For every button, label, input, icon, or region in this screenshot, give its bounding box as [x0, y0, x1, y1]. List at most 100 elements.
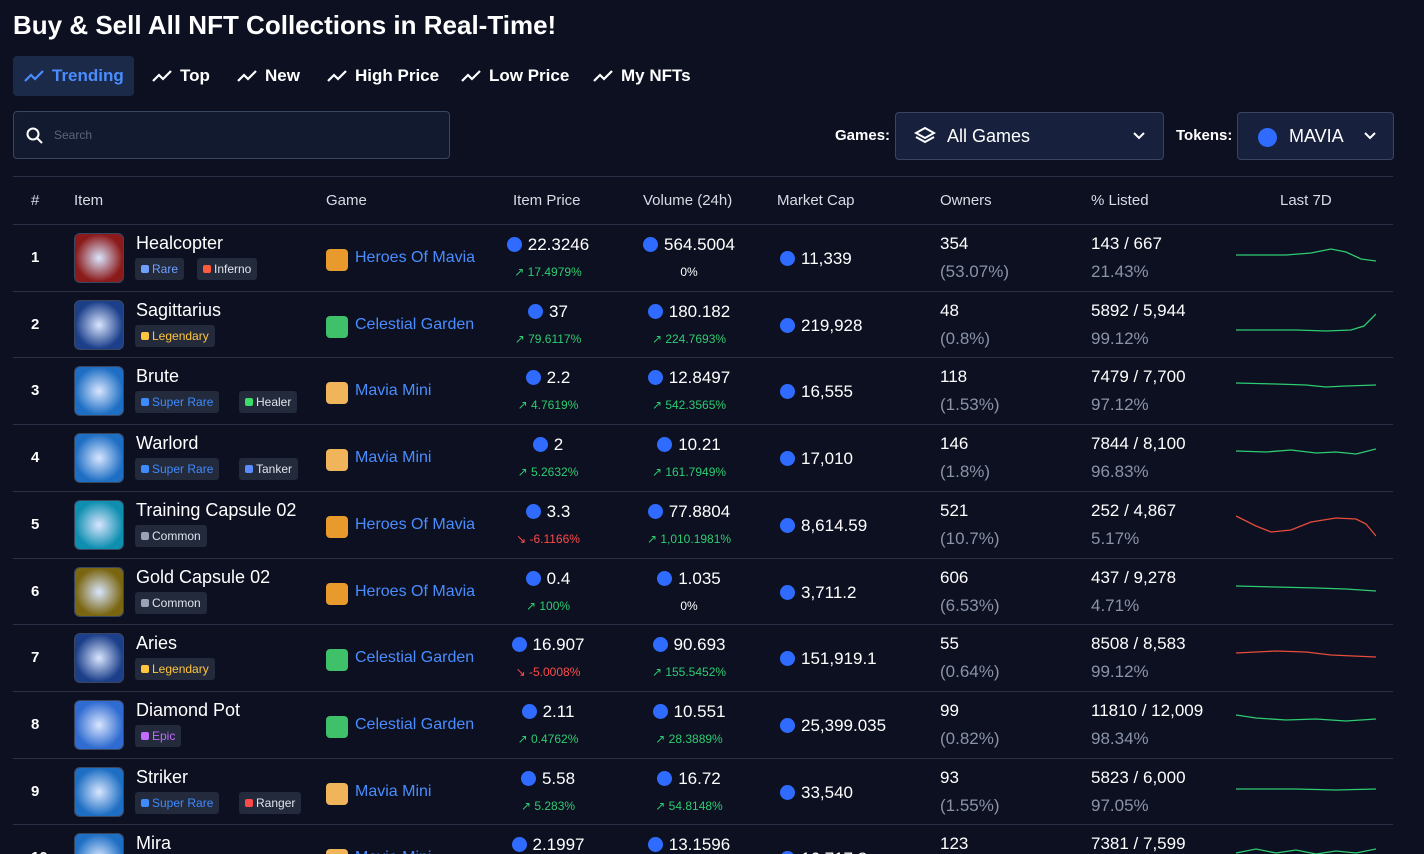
tab[interactable]: New	[226, 56, 310, 96]
market-cap-value: 11,339	[801, 249, 852, 268]
tab[interactable]: High Price	[316, 56, 449, 96]
cell: 22.3246	[448, 235, 648, 255]
cell: ↗ 155.5452%	[651, 665, 727, 680]
table-row[interactable]: 3 Brute Super Rare Healer Mavia Mini 2.2 ↗ 4.7…	[13, 357, 1393, 424]
token-icon	[528, 303, 544, 319]
tag-icon	[141, 331, 149, 340]
item-tag: Legendary	[135, 324, 215, 347]
search-placeholder: Search	[54, 128, 93, 142]
market-cap: 151,919.1	[780, 649, 877, 669]
cell: 90.693	[589, 635, 789, 655]
price-change: 0.4762%	[531, 731, 579, 746]
tab[interactable]: My NFTs	[582, 56, 701, 96]
table-row[interactable]: 1 Healcopter Rare Inferno Heroes Of Mavia 22.…	[13, 224, 1393, 291]
search-box[interactable]: Search	[13, 111, 450, 159]
tag-icon	[141, 465, 149, 474]
cell: ↗ 542.3565%	[651, 398, 727, 413]
token-icon	[780, 851, 795, 854]
table-row[interactable]: 6 Gold Capsule 02 Common Heroes Of Mavia 0.4…	[13, 557, 1393, 625]
game-name: Mavia Mini	[355, 782, 432, 800]
item-name: Striker	[136, 766, 189, 787]
tag-label: Legendary	[152, 662, 209, 677]
game-name: Heroes Of Mavia	[355, 515, 476, 533]
listed: 7479 / 7,700	[1091, 367, 1186, 387]
sparkline	[1236, 448, 1376, 455]
owners-pct: (6.53%)	[940, 595, 1000, 615]
listed-pct: 98.34%	[1091, 728, 1149, 748]
token-icon	[780, 317, 795, 333]
cell: 3.3	[448, 502, 648, 522]
cell: 180.182	[589, 302, 789, 322]
cell: 16.72	[589, 769, 789, 789]
owners: 55	[940, 634, 959, 654]
item-thumbnail	[74, 766, 124, 817]
table-row[interactable]: 2 Sagittarius Legendary Celestial Garden 37 ↗…	[13, 290, 1393, 358]
tag-icon	[203, 265, 211, 273]
table-row[interactable]: 9 Striker Super Rare Ranger Mavia Mini 5.58 ↗ …	[13, 757, 1393, 825]
tab[interactable]: Trending	[13, 56, 134, 96]
token-icon	[780, 517, 795, 533]
cell: 2.2	[448, 368, 648, 388]
token-icon	[521, 703, 537, 719]
cell-text: 13.1596	[668, 835, 731, 854]
cell: ↗ 17.4979%	[514, 265, 582, 279]
game-icon	[326, 582, 348, 605]
cell-text: 2	[553, 435, 564, 455]
page-title: Buy & Sell All NFT Collections in Real-T…	[13, 10, 557, 40]
chevron	[1133, 132, 1145, 140]
table-row[interactable]: 7 Aries Legendary Celestial Garden 16.907 ↘ -…	[13, 624, 1393, 691]
volume-change: 28.3889%	[668, 731, 723, 746]
tab[interactable]: Low Price	[450, 56, 579, 96]
rank: 8	[31, 715, 40, 733]
item-thumbnail	[74, 566, 124, 617]
tag-icon	[141, 398, 149, 407]
column-header: Game	[326, 192, 367, 209]
listed-pct: 99.12%	[1091, 328, 1149, 348]
item-name: Aries	[136, 633, 178, 654]
tab[interactable]: Top	[141, 56, 220, 96]
token-icon	[647, 303, 663, 319]
cell-text: 3.3	[546, 501, 571, 521]
cell-text: 0.4	[546, 568, 571, 588]
market-cap-value: 219,928	[801, 315, 863, 335]
cell: 1.035	[589, 569, 789, 589]
volume-change: 542.3565%	[665, 398, 727, 413]
column-header: Volume (24h)	[643, 192, 733, 209]
games-dropdown[interactable]: All Games	[895, 112, 1164, 160]
tab-label: Low Price	[489, 66, 570, 85]
column-header: Market Cap	[777, 192, 855, 209]
token-icon	[643, 237, 659, 252]
price-change: -6.1166%	[529, 531, 580, 546]
table-row[interactable]: 4 Warlord Super Rare Tanker Mavia Mini 2 ↗ 5.2…	[13, 424, 1393, 491]
tag-label: Epic	[152, 728, 176, 743]
game-name: Heroes Of Mavia	[355, 582, 476, 600]
tag-icon	[141, 598, 149, 607]
listed: 437 / 9,278	[1091, 567, 1177, 587]
tag-icon	[245, 798, 253, 807]
token-icon	[780, 784, 795, 800]
tag-label: Common	[152, 595, 201, 610]
item-tag: Inferno	[197, 258, 258, 280]
listed-pct: 4.71%	[1091, 595, 1140, 615]
tag-label: Legendary	[152, 328, 209, 343]
tab-label: Top	[180, 66, 210, 85]
market-cap: 16,555	[780, 382, 853, 402]
token-icon	[525, 370, 541, 386]
column-header: Item Price	[513, 192, 581, 209]
cell: ↗ 4.7619%	[517, 398, 579, 413]
tokens-dropdown[interactable]: MAVIA	[1237, 112, 1394, 160]
volume-change: 155.5452%	[665, 665, 727, 680]
table-row[interactable]: 8 Diamond Pot Epic Celestial Garden 2.11 ↗ 0.…	[13, 690, 1393, 758]
listed: 5823 / 6,000	[1091, 767, 1186, 787]
token-icon	[780, 584, 795, 600]
item-tag: Healer	[239, 391, 298, 414]
item-thumbnail	[74, 499, 124, 550]
table-row[interactable]: 5 Training Capsule 02 Common Heroes Of Mavi…	[13, 490, 1393, 558]
chevron	[1364, 132, 1376, 140]
game-icon	[326, 782, 348, 805]
column-header: Owners	[940, 192, 992, 209]
item-name: Mira	[136, 833, 171, 854]
table-row[interactable]: 10 Mira Mavia Mini 2.1997 13.1596 16,717.8 123…	[13, 824, 1393, 854]
cell-text: 2.2	[546, 368, 571, 388]
item-thumbnail	[74, 233, 124, 283]
